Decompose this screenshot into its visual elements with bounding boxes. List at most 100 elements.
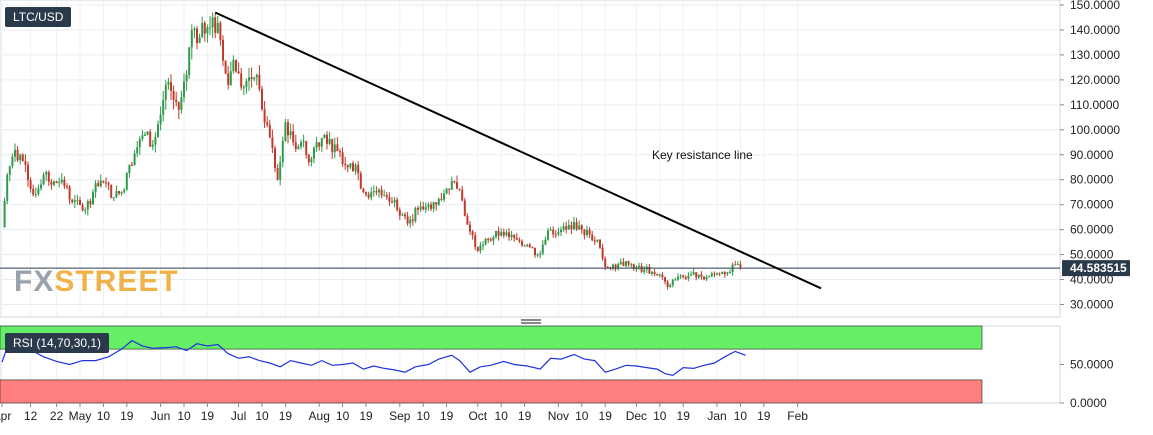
watermark-street: STREET — [54, 265, 179, 298]
candle-body — [326, 134, 328, 144]
candle-body — [372, 191, 375, 193]
candle-body — [177, 102, 180, 110]
candle-body — [656, 274, 659, 276]
candle-body — [549, 229, 552, 231]
candle-body — [471, 231, 474, 236]
time-axis-label-6: Jun — [151, 409, 170, 423]
candle-body — [419, 206, 422, 210]
candle-body — [554, 234, 557, 236]
time-axis-label-17: 19 — [440, 409, 454, 423]
price-axis-label-12: 30.0000 — [1070, 298, 1114, 312]
candle-body — [463, 200, 466, 216]
candle-body — [151, 144, 154, 147]
candle-body — [396, 199, 399, 210]
candle-body — [469, 224, 471, 232]
candle-body — [664, 277, 666, 282]
candle-body — [188, 47, 191, 75]
time-axis-label-25: 10 — [653, 409, 667, 423]
candle-body — [216, 22, 219, 33]
candle-body — [255, 74, 258, 78]
candle-body — [718, 273, 721, 275]
candle-body — [157, 124, 159, 137]
candle-body — [643, 269, 646, 272]
candle-body — [79, 199, 81, 205]
time-axis-label-18: Oct — [468, 409, 487, 423]
candle-body — [320, 137, 323, 147]
candle-body — [253, 77, 256, 80]
candle-body — [359, 173, 362, 189]
candle-body — [313, 147, 315, 159]
candle-body — [422, 206, 425, 210]
panel-resize-handle-bottom — [521, 322, 541, 324]
candle-body — [354, 164, 357, 172]
candle-body — [367, 194, 370, 198]
rsi-line — [1, 339, 746, 376]
candle-body — [201, 23, 204, 38]
candle-body — [105, 182, 107, 184]
candle-body — [726, 272, 729, 275]
price-axis-label-1: 140.0000 — [1070, 23, 1120, 37]
price-axis-label-5: 100.0000 — [1070, 123, 1120, 137]
candle-body — [450, 180, 453, 190]
candle-body — [68, 186, 71, 200]
candle-body — [281, 140, 284, 163]
candle-body — [344, 164, 347, 166]
candle-body — [261, 88, 263, 110]
candle-body — [482, 244, 484, 246]
candle-body — [183, 81, 185, 98]
candle-body — [393, 199, 396, 203]
candle-body — [180, 97, 183, 110]
candle-body — [227, 73, 230, 85]
candle-body — [552, 229, 555, 235]
candle-body — [349, 163, 352, 168]
candle-body — [37, 188, 40, 195]
candle-body — [3, 201, 6, 228]
candlesticks — [3, 12, 742, 290]
candle-body — [164, 84, 167, 100]
candle-body — [263, 109, 266, 123]
candle-body — [27, 164, 29, 181]
candle-body — [476, 247, 479, 251]
candle-body — [583, 229, 586, 236]
candle-body — [58, 182, 61, 184]
candle-body — [531, 247, 534, 249]
candle-body — [414, 207, 417, 222]
candle-body — [489, 239, 492, 241]
candle-body — [687, 275, 690, 279]
candle-body — [508, 232, 510, 238]
candle-body — [638, 265, 640, 268]
candle-body — [305, 141, 308, 155]
candle-body — [352, 163, 354, 172]
candle-body — [185, 74, 188, 82]
candle-body — [669, 285, 672, 288]
fxstreet-watermark: FXSTREET — [14, 265, 179, 299]
candle-body — [370, 192, 373, 198]
candle-body — [16, 149, 19, 161]
candle-body — [539, 253, 542, 255]
candle-body — [536, 254, 539, 256]
candle-body — [417, 207, 419, 210]
candle-body — [435, 202, 438, 205]
candle-body — [198, 37, 201, 43]
candle-body — [448, 188, 451, 190]
candle-body — [159, 114, 162, 125]
panel-resize-handle-top — [521, 319, 541, 321]
candle-body — [211, 17, 214, 28]
time-axis-label-29: 19 — [757, 409, 771, 423]
candle-body — [94, 183, 97, 193]
time-axis-label-23: 19 — [599, 409, 613, 423]
candle-body — [6, 174, 9, 202]
time-axis-label-12: Aug — [309, 409, 330, 423]
candle-body — [505, 232, 508, 236]
candle-body — [617, 264, 620, 268]
current-price-badge — [1062, 260, 1130, 277]
candle-body — [521, 241, 523, 246]
candle-body — [710, 273, 713, 277]
candle-body — [250, 77, 253, 80]
candle-body — [575, 222, 578, 230]
candle-body — [341, 152, 344, 165]
candle-body — [424, 207, 427, 210]
candle-body — [383, 195, 386, 197]
candle-body — [495, 230, 497, 238]
